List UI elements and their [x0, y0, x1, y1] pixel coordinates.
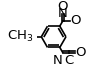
- Text: O: O: [58, 0, 68, 13]
- Text: CH$_3$: CH$_3$: [7, 29, 33, 44]
- Text: N: N: [52, 54, 62, 66]
- Text: C: C: [64, 54, 73, 66]
- Text: O: O: [70, 14, 81, 27]
- Text: N: N: [58, 7, 68, 20]
- Text: O: O: [75, 46, 86, 59]
